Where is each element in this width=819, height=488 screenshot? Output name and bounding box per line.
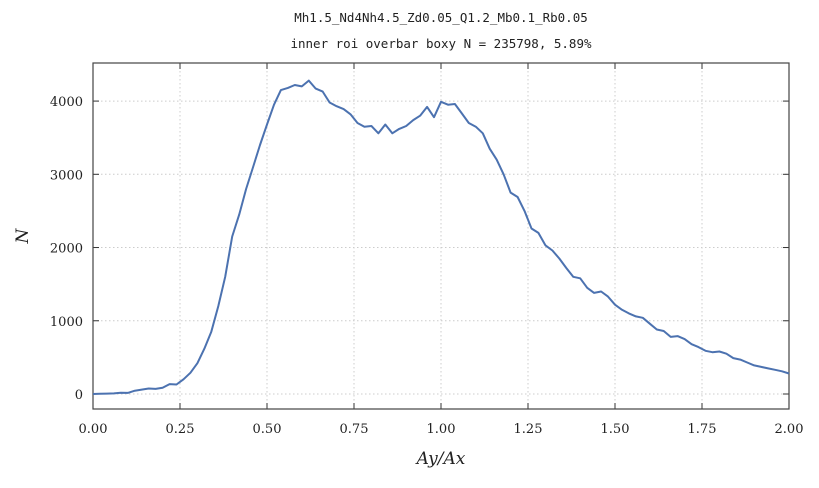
chart-title: Mh1.5_Nd4Nh4.5_Zd0.05_Q1.2_Mb0.1_Rb0.05 [294,10,588,25]
plot-frame [92,62,790,410]
x-tick-label: 0.50 [253,422,282,437]
x-axis-label: Ay/Ax [415,449,466,469]
x-tick-label: 1.25 [514,422,543,437]
x-tick-label: 2.00 [775,422,804,437]
y-tick-label: 0 [75,388,83,403]
x-tick-label: 0.00 [79,422,108,437]
x-tick-label: 1.50 [601,422,630,437]
y-tick-label: 2000 [50,242,83,257]
y-tick-label: 1000 [50,315,83,330]
x-tick-label: 0.25 [166,422,195,437]
x-tick-label: 1.75 [688,422,717,437]
x-tick-label: 0.75 [340,422,369,437]
y-axis-label: N [13,227,33,244]
data-line [92,79,790,395]
x-tick-label: 1.00 [427,422,456,437]
chart-subtitle: inner roi overbar boxy N = 235798, 5.89% [290,36,591,51]
y-tick-label: 4000 [50,95,83,110]
y-tick-label: 3000 [50,168,83,183]
